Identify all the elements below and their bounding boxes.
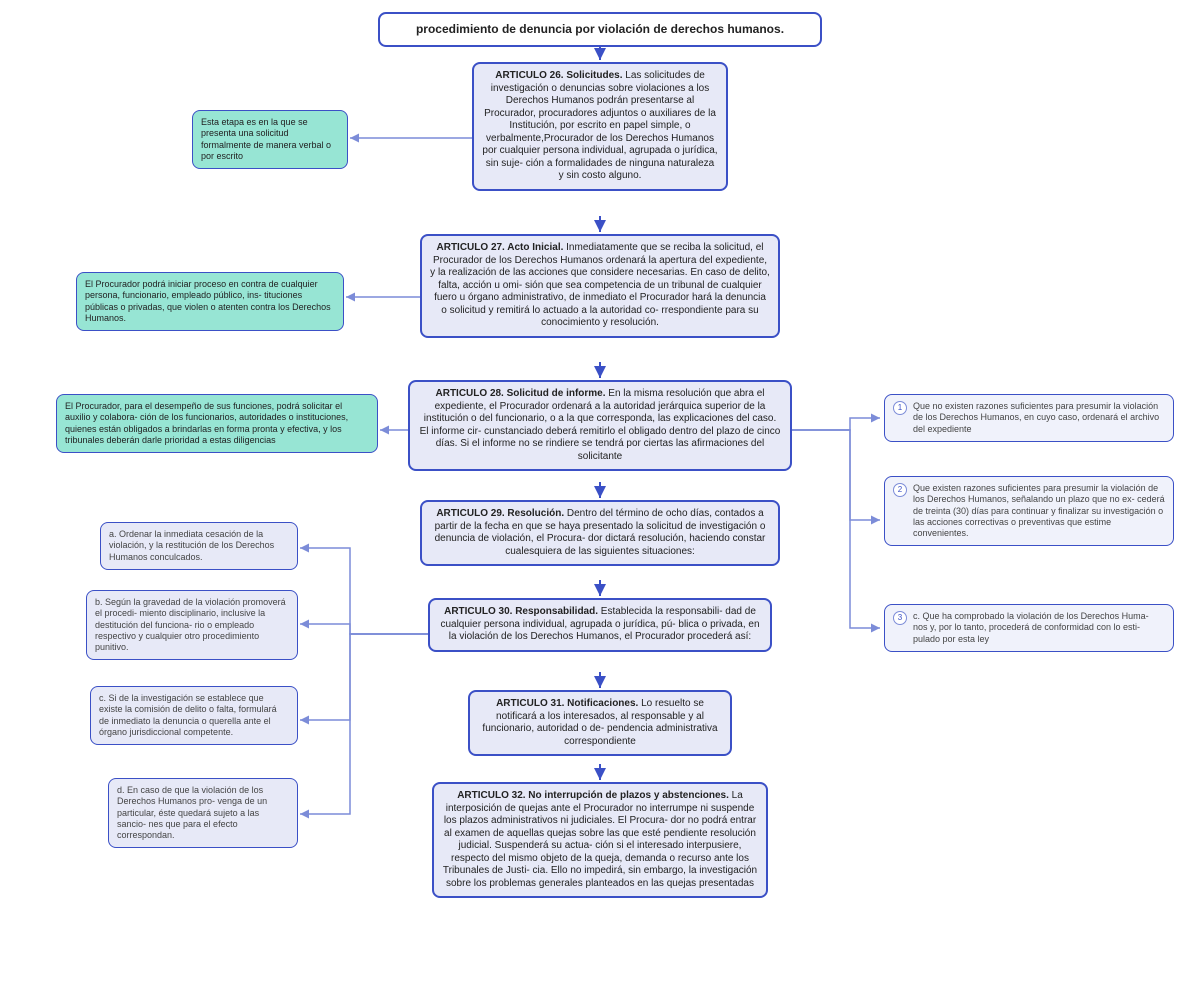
article-30: ARTICULO 30. Responsabilidad. Establecid…	[428, 598, 772, 652]
article-26: ARTICULO 26. Solicitudes. Las solicitude…	[472, 62, 728, 191]
art32-head: ARTICULO 32. No interrupción de plazos y…	[457, 790, 729, 801]
opt30-c-text: c. Si de la investigación se establece q…	[99, 693, 277, 737]
opt30-b-text: b. Según la gravedad de la violación pro…	[95, 597, 286, 652]
art30-head: ARTICULO 30. Responsabilidad.	[444, 606, 598, 617]
option-30-b: b. Según la gravedad de la violación pro…	[86, 590, 298, 660]
opt29-1-text: Que no existen razones suficientes para …	[913, 401, 1165, 435]
badge-3: 3	[893, 611, 907, 625]
option-30-d: d. En caso de que la violación de los De…	[108, 778, 298, 848]
note28-text: El Procurador, para el desempeño de sus …	[65, 401, 348, 445]
opt30-a-text: a. Ordenar la inmediata cesación de la v…	[109, 529, 274, 562]
article-32: ARTICULO 32. No interrupción de plazos y…	[432, 782, 768, 898]
art28-body: En la misma resolución que abra el exped…	[420, 388, 781, 462]
option-30-a: a. Ordenar la inmediata cesación de la v…	[100, 522, 298, 570]
note-26: Esta etapa es en la que se presenta una …	[192, 110, 348, 169]
title-node: procedimiento de denuncia por violación …	[378, 12, 822, 47]
note27-text: El Procurador podrá iniciar proceso en c…	[85, 279, 331, 323]
note26-text: Esta etapa es en la que se presenta una …	[201, 117, 331, 161]
art27-head: ARTICULO 27. Acto Inicial.	[437, 242, 564, 253]
article-27: ARTICULO 27. Acto Inicial. Inmediatament…	[420, 234, 780, 338]
option-30-c: c. Si de la investigación se establece q…	[90, 686, 298, 745]
note-28: El Procurador, para el desempeño de sus …	[56, 394, 378, 453]
art32-body: La interposición de quejas ante el Procu…	[443, 790, 757, 889]
art27-body: Inmediatamente que se reciba la solicitu…	[430, 242, 770, 328]
opt29-2-text: Que existen razones suficientes para pre…	[913, 483, 1165, 539]
article-29: ARTICULO 29. Resolución. Dentro del térm…	[420, 500, 780, 566]
option-29-3: 3 c. Que ha comprobado la violación de l…	[884, 604, 1174, 652]
option-29-1: 1 Que no existen razones suficientes par…	[884, 394, 1174, 442]
opt29-3-text: c. Que ha comprobado la violación de los…	[913, 611, 1165, 645]
art31-head: ARTICULO 31. Notificaciones.	[496, 698, 638, 709]
title-text: procedimiento de denuncia por violación …	[416, 22, 784, 36]
art26-body: Las solicitudes de investigación o denun…	[482, 70, 717, 181]
article-28: ARTICULO 28. Solicitud de informe. En la…	[408, 380, 792, 471]
badge-1: 1	[893, 401, 907, 415]
art26-head: ARTICULO 26. Solicitudes.	[495, 70, 622, 81]
badge-2: 2	[893, 483, 907, 497]
opt30-d-text: d. En caso de que la violación de los De…	[117, 785, 267, 840]
note-27: El Procurador podrá iniciar proceso en c…	[76, 272, 344, 331]
article-31: ARTICULO 31. Notificaciones. Lo resuelto…	[468, 690, 732, 756]
art29-head: ARTICULO 29. Resolución.	[436, 508, 564, 519]
option-29-2: 2 Que existen razones suficientes para p…	[884, 476, 1174, 546]
art28-head: ARTICULO 28. Solicitud de informe.	[436, 388, 606, 399]
